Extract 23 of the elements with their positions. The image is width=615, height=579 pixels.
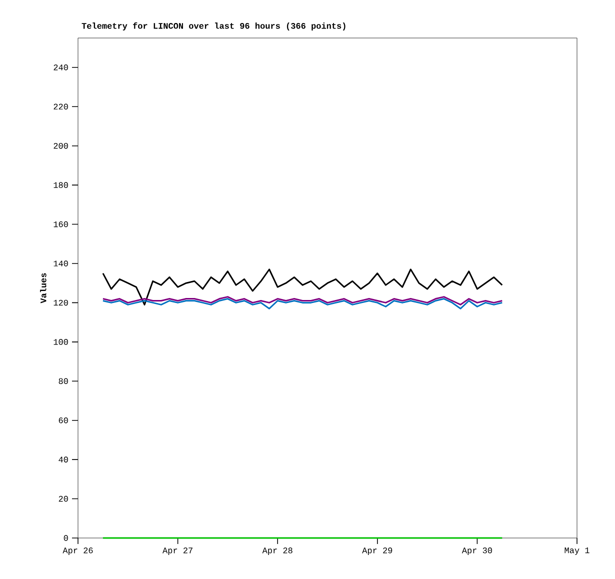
y-tick-label: 120 — [54, 300, 68, 306]
line-series — [102, 298, 503, 310]
x-tick-label: Apr 30 — [462, 548, 492, 555]
x-tick-label: Apr 27 — [162, 548, 192, 555]
y-tick-label: 220 — [54, 104, 68, 110]
y-tick-label: 180 — [54, 182, 68, 188]
y-tick-label: 240 — [54, 64, 68, 70]
x-tick-label: Apr 29 — [362, 548, 392, 555]
y-tick-label: 60 — [58, 417, 68, 424]
y-tick-label: 200 — [54, 142, 68, 149]
x-tick-label: Apr 28 — [262, 548, 292, 555]
chart-title: Telemetry for LINCON over last 96 hours (366 points) — [82, 22, 346, 30]
x-tick-label: May 1 — [564, 548, 590, 555]
y-tick-label: 0 — [64, 535, 68, 541]
line-series — [102, 268, 503, 306]
y-tick-label: 40 — [58, 456, 68, 462]
y-tick-label: 80 — [58, 378, 68, 384]
y-tick-label: 140 — [54, 260, 68, 266]
y-tick-label: 20 — [58, 496, 68, 502]
y-axis-title: Values — [40, 273, 46, 304]
x-tick-label: Apr 26 — [62, 548, 93, 555]
y-tick-label: 160 — [54, 221, 68, 228]
y-tick-label: 100 — [54, 339, 68, 345]
